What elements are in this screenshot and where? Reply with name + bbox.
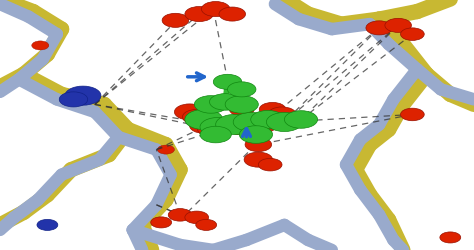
Circle shape: [174, 104, 205, 120]
Circle shape: [212, 118, 243, 134]
Circle shape: [401, 109, 424, 121]
Circle shape: [258, 159, 282, 171]
Circle shape: [65, 87, 101, 106]
Circle shape: [284, 111, 318, 129]
Circle shape: [213, 75, 242, 90]
Circle shape: [200, 127, 231, 143]
Circle shape: [245, 138, 272, 152]
Circle shape: [198, 123, 224, 137]
Circle shape: [194, 96, 228, 114]
Circle shape: [225, 96, 258, 114]
Circle shape: [201, 2, 230, 18]
Circle shape: [385, 19, 411, 33]
Circle shape: [182, 110, 211, 125]
Circle shape: [59, 92, 88, 108]
Circle shape: [366, 22, 392, 36]
Circle shape: [190, 119, 218, 134]
Circle shape: [32, 42, 49, 51]
Circle shape: [196, 220, 217, 230]
Circle shape: [168, 209, 192, 221]
Circle shape: [157, 146, 174, 154]
Circle shape: [162, 14, 189, 28]
Circle shape: [266, 113, 302, 132]
Circle shape: [229, 104, 254, 117]
Circle shape: [228, 82, 256, 98]
Circle shape: [151, 217, 172, 228]
Circle shape: [200, 118, 236, 137]
Circle shape: [37, 220, 58, 230]
Circle shape: [219, 8, 246, 22]
Circle shape: [244, 152, 273, 168]
Circle shape: [440, 232, 461, 243]
Circle shape: [250, 119, 276, 133]
Circle shape: [185, 8, 213, 22]
Circle shape: [216, 115, 254, 135]
Circle shape: [185, 110, 223, 130]
Circle shape: [210, 94, 241, 111]
Circle shape: [185, 211, 209, 224]
Circle shape: [251, 111, 285, 129]
Circle shape: [225, 120, 254, 135]
Circle shape: [233, 113, 269, 132]
Circle shape: [259, 103, 286, 117]
Circle shape: [239, 126, 273, 144]
Circle shape: [268, 108, 296, 122]
Circle shape: [237, 122, 265, 138]
Circle shape: [401, 29, 424, 41]
